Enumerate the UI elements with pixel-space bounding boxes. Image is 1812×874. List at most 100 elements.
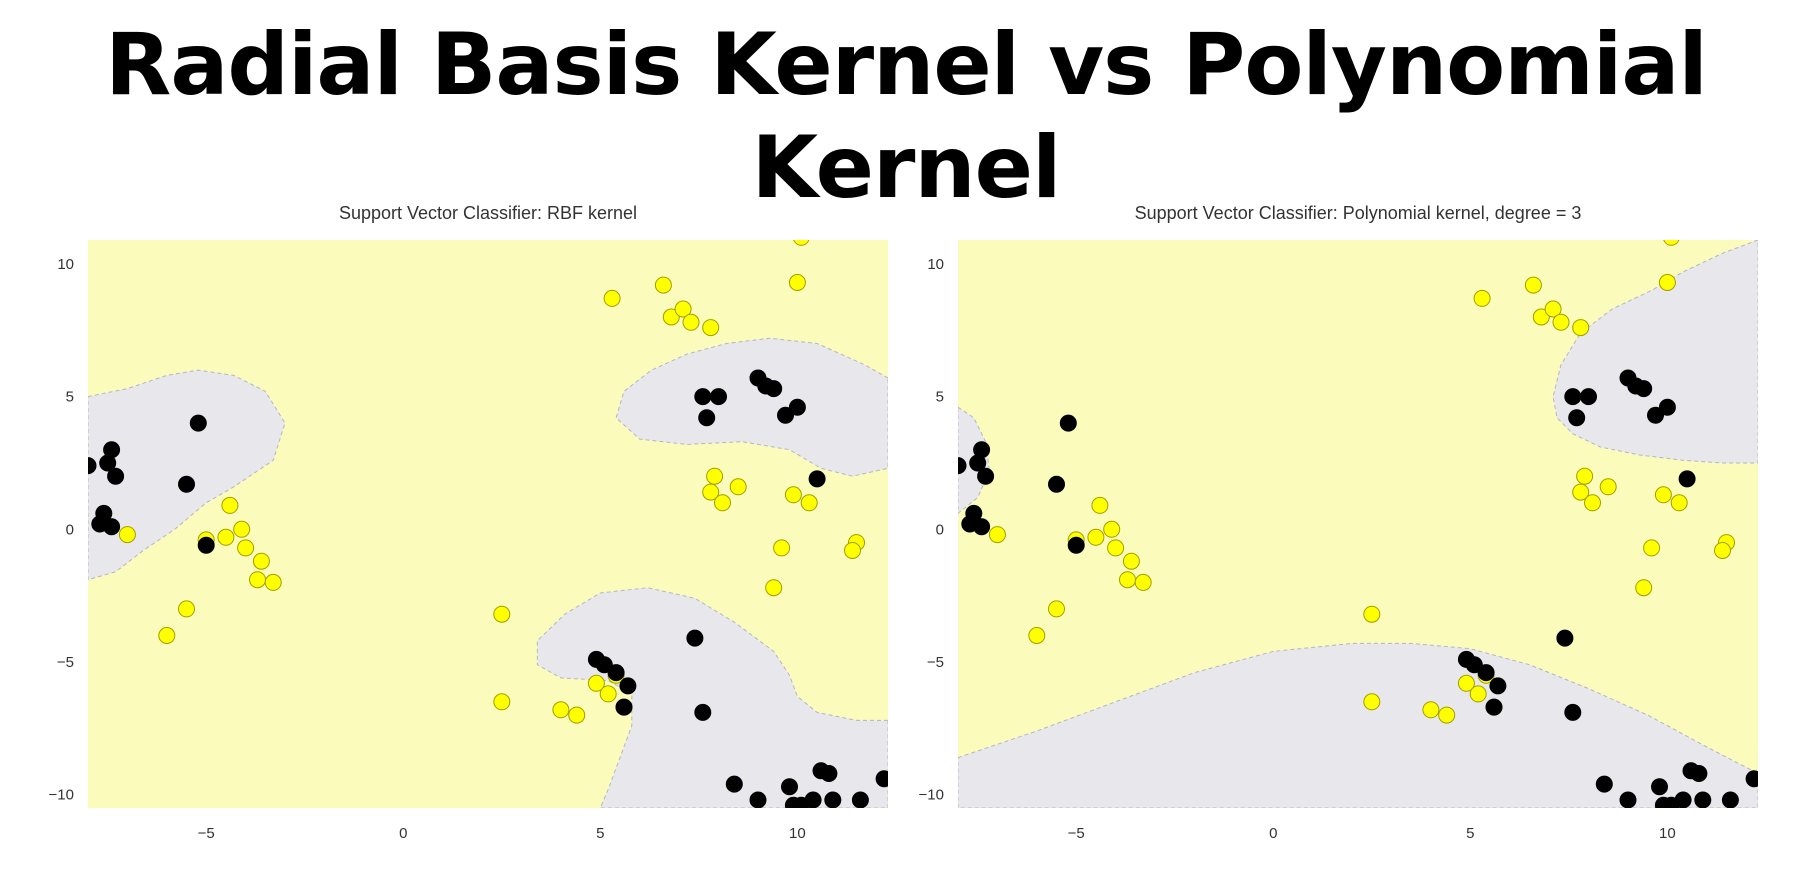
decision-region-black-3	[958, 642, 1758, 808]
point-yellow-class	[662, 308, 680, 326]
point-yellow-class	[158, 627, 176, 644]
point-yellow-class	[1714, 542, 1731, 559]
point-black-class	[977, 467, 995, 485]
point-yellow-class	[1087, 528, 1105, 546]
x-tick-label: 0	[1269, 825, 1277, 842]
point-yellow-class	[1103, 520, 1121, 538]
point-yellow-class	[1584, 494, 1601, 512]
point-black-class	[1651, 778, 1668, 796]
point-yellow-class	[1107, 539, 1125, 557]
y-tick-label: 10	[927, 256, 944, 273]
point-yellow-class	[1635, 579, 1653, 597]
point-yellow-class	[118, 526, 136, 544]
chart-title: Support Vector Classifier: RBF kernel	[339, 203, 637, 223]
chart-title: Support Vector Classifier: Polynomial ke…	[1135, 203, 1582, 223]
point-yellow-class	[702, 319, 720, 337]
point-yellow-class	[674, 300, 692, 318]
point-yellow-class	[682, 313, 700, 331]
y-tick-label: −5	[57, 654, 74, 671]
point-black-class	[1694, 791, 1712, 808]
point-black-class	[851, 791, 869, 808]
point-black-class	[1647, 406, 1664, 424]
point-black-class	[1690, 765, 1708, 782]
point-black-class	[1619, 791, 1637, 808]
slide-title: Radial Basis Kernel vs Polynomial Kernel	[105, 15, 1708, 219]
point-yellow-class	[800, 494, 818, 512]
point-yellow-class	[237, 539, 255, 557]
point-black-class	[99, 454, 117, 472]
point-black-class	[197, 536, 215, 554]
point-yellow-class	[793, 240, 810, 246]
decision-region-black-1	[88, 369, 286, 581]
point-black-class	[694, 388, 712, 406]
decision-region-black-2	[615, 337, 888, 477]
point-black-class	[969, 454, 987, 472]
point-yellow-class	[249, 571, 266, 589]
point-yellow-class	[1552, 313, 1570, 331]
point-black-class	[178, 475, 195, 493]
point-yellow-class	[252, 552, 270, 570]
point-black-class	[820, 765, 838, 782]
point-yellow-class	[178, 600, 195, 618]
point-black-class	[1635, 380, 1653, 398]
point-black-class	[710, 388, 727, 406]
point-yellow-class	[765, 579, 783, 597]
point-black-class	[698, 409, 716, 427]
point-black-class	[781, 778, 798, 796]
point-yellow-class	[603, 289, 621, 307]
decision-region-black-3	[536, 587, 888, 808]
point-black-class	[1658, 398, 1676, 416]
point-yellow-class	[1643, 539, 1661, 557]
point-black-class	[1564, 703, 1582, 721]
point-black-class	[1580, 388, 1597, 406]
point-black-class	[875, 770, 888, 788]
point-black-class	[788, 398, 806, 416]
point-yellow-class	[1048, 600, 1065, 618]
point-black-class	[1721, 791, 1739, 808]
point-black-class	[958, 457, 967, 475]
point-yellow-class	[1544, 300, 1562, 318]
point-black-class	[824, 791, 842, 808]
rbf-kernel-plot: Support Vector Classifier: RBF kernel −5 0…	[49, 203, 888, 842]
point-yellow-class	[1469, 685, 1487, 703]
point-yellow-class	[493, 605, 511, 623]
point-black-class	[619, 677, 637, 695]
x-tick-label: 10	[789, 825, 806, 842]
point-black-class	[1485, 698, 1503, 716]
point-yellow-class	[1438, 706, 1456, 724]
point-yellow-class	[221, 496, 239, 514]
point-black-class	[1595, 775, 1613, 793]
point-yellow-class	[1524, 276, 1542, 294]
point-black-class	[1465, 656, 1483, 674]
point-black-class	[1048, 475, 1065, 493]
point-black-class	[1477, 664, 1495, 682]
point-yellow-class	[784, 486, 802, 504]
point-yellow-class	[599, 685, 617, 703]
x-tick-label: 10	[1659, 825, 1676, 842]
point-black-class	[804, 791, 822, 808]
x-tick-label: −5	[1068, 825, 1085, 842]
point-yellow-class	[233, 520, 251, 538]
point-black-class	[725, 775, 743, 793]
point-black-class	[777, 406, 794, 424]
point-yellow-class	[1654, 486, 1672, 504]
y-tick-label: 10	[57, 256, 74, 273]
point-yellow-class	[1663, 240, 1680, 246]
point-yellow-class	[1670, 494, 1688, 512]
point-yellow-class	[1576, 467, 1594, 485]
point-yellow-class	[729, 478, 747, 496]
point-black-class	[107, 467, 125, 485]
point-black-class	[1067, 536, 1085, 554]
polynomial-kernel-plot: Support Vector Classifier: Polynomial ke…	[919, 203, 1758, 842]
x-tick-label: 5	[1466, 825, 1474, 842]
point-black-class	[1489, 677, 1507, 695]
point-black-class	[88, 457, 97, 475]
x-tick-label: 0	[399, 825, 407, 842]
y-tick-label: −10	[919, 787, 944, 804]
point-black-class	[973, 518, 991, 536]
point-yellow-class	[1599, 478, 1617, 496]
point-yellow-class	[1363, 693, 1381, 711]
point-yellow-class	[587, 674, 605, 692]
point-yellow-class	[706, 467, 724, 485]
point-yellow-class	[702, 483, 720, 501]
